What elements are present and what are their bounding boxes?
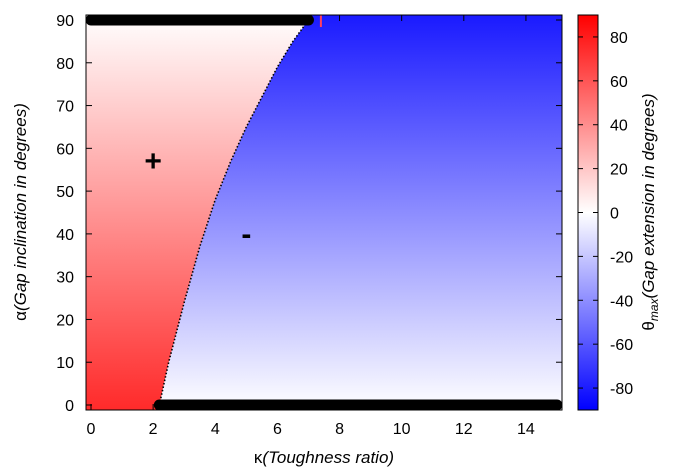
y-tick-label: 80 (56, 56, 74, 73)
x-axis: 0 2 4 6 8 10 12 14 (87, 15, 535, 438)
cbar-tick-label: 80 (610, 30, 628, 47)
region-label: - (241, 218, 251, 251)
y-tick-label: 0 (65, 398, 74, 415)
cbar-tick-label: 40 (610, 118, 628, 135)
x-tick-label: 14 (517, 421, 535, 438)
y-tick-label: 60 (56, 141, 74, 158)
colorbar: 80 60 40 20 0 -20 -40 -60 -80 (577, 14, 633, 411)
x-tick-label: 0 (87, 421, 96, 438)
cbar-tick-label: -40 (610, 293, 633, 310)
region-labels: +- (144, 145, 251, 251)
positive-region (86, 15, 309, 410)
y-axis: 0 10 20 30 40 50 60 70 80 90 (56, 13, 562, 415)
x-axis-label: κ(Toughness ratio) (254, 448, 394, 467)
x-tick-label: 2 (149, 421, 158, 438)
y-axis-label: α(Gap inclination in degrees) (11, 103, 30, 321)
colorbar-ticks: 80 60 40 20 0 -20 -40 -60 -80 (578, 30, 633, 398)
cbar-tick-label: 60 (610, 74, 628, 91)
overlay-lines (85, 14, 563, 411)
y-tick-label: 10 (56, 355, 74, 372)
plot-area (86, 15, 562, 410)
plot-frame (85, 14, 563, 411)
cbar-tick-label: 0 (610, 206, 619, 223)
x-tick-label: 8 (335, 421, 344, 438)
cbar-tick-label: -20 (610, 249, 633, 266)
y-tick-label: 70 (56, 99, 74, 116)
boundary-curve (158, 19, 310, 406)
y-tick-label: 90 (56, 13, 74, 30)
cbar-tick-label: -80 (610, 381, 633, 398)
region-label: + (144, 145, 162, 178)
y-tick-label: 30 (56, 270, 74, 287)
y-tick-label: 50 (56, 184, 74, 201)
colorbar-label: θmax(Gap extension in degrees) (639, 93, 661, 330)
cbar-tick-label: 20 (610, 162, 628, 179)
x-tick-label: 4 (211, 421, 220, 438)
y-tick-label: 20 (56, 312, 74, 329)
x-tick-label: 10 (393, 421, 411, 438)
cbar-tick-label: -60 (610, 337, 633, 354)
x-tick-label: 6 (273, 421, 282, 438)
y-tick-label: 40 (56, 227, 74, 244)
x-tick-label: 12 (455, 421, 473, 438)
